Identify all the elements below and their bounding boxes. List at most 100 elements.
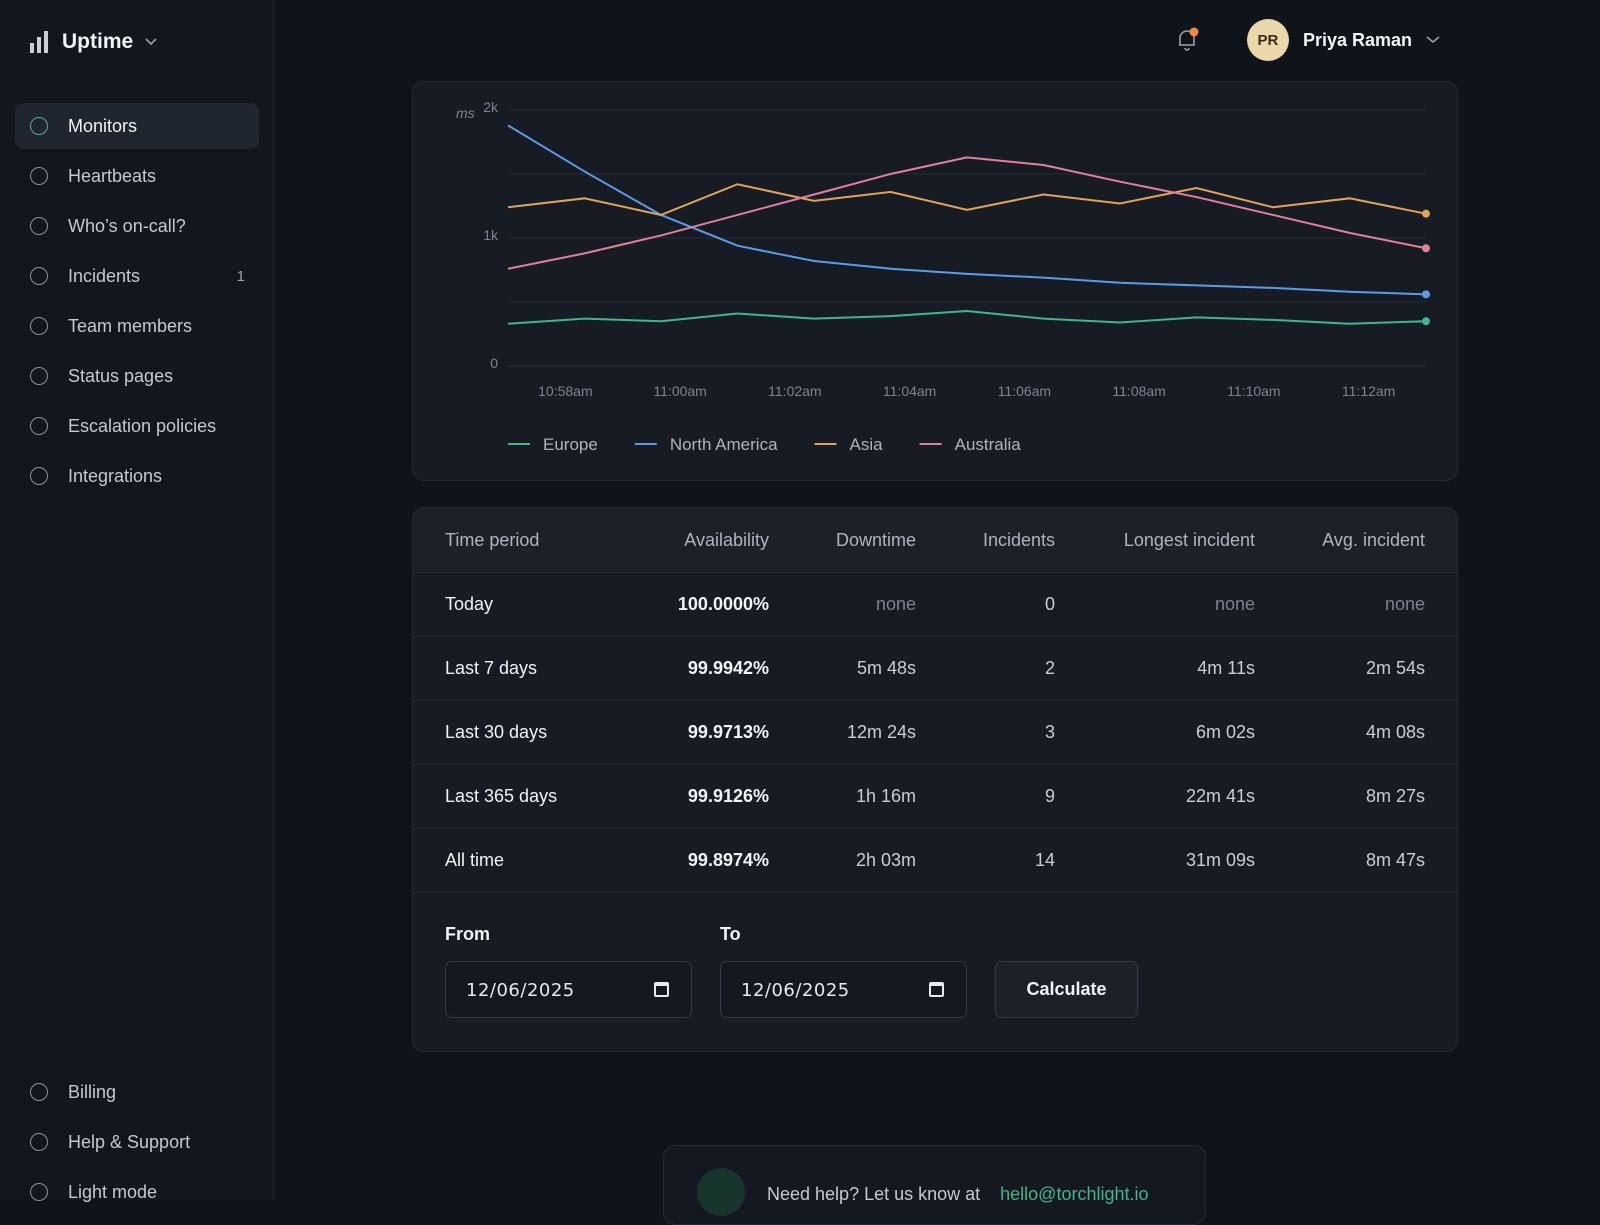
to-label: To: [720, 924, 741, 944]
nav-item[interactable]: Status pages: [15, 353, 259, 399]
table-cell: 4m 11s: [1197, 658, 1255, 678]
nav-item[interactable]: Team members: [15, 303, 259, 349]
table-row: All time 99.8974% 2h 03m 14 31m 09s 8m 47s: [413, 829, 1457, 893]
table-cell: none: [1214, 594, 1255, 614]
column-header: Downtime: [835, 529, 916, 550]
nav-label: Billing: [68, 1081, 117, 1102]
x-tick-label: 11:06am: [998, 383, 1051, 399]
brand[interactable]: Uptime: [30, 30, 157, 54]
from-label: From: [445, 924, 490, 944]
nav-label: Heartbeats: [68, 165, 157, 186]
help-email[interactable]: hello@torchlight.io: [1000, 1184, 1149, 1204]
table-cell: 6m 02s: [1195, 722, 1255, 742]
nav-item[interactable]: Incidents 1: [15, 253, 259, 299]
table-cell: 8m 47s: [1365, 850, 1425, 870]
table-cell: 4m 08s: [1365, 722, 1425, 742]
nav-icon: [30, 1183, 48, 1201]
page: Uptime Monitors Heartbeats Who’s on-call? I…: [0, 0, 1458, 1225]
nav-label: Team members: [68, 315, 193, 336]
nav-item[interactable]: Monitors: [15, 103, 259, 149]
table-cell: 8m 27s: [1365, 786, 1425, 806]
nav-icon: [30, 317, 48, 335]
table-cell: Last 7 days: [445, 658, 538, 678]
bell[interactable]: [1175, 27, 1199, 53]
nav-label: Escalation policies: [68, 415, 217, 436]
end-point: [1422, 290, 1430, 299]
nav-label: Help & Support: [68, 1131, 191, 1152]
legend-label: North America: [670, 435, 778, 454]
end-point: [1422, 244, 1430, 253]
calculate-button[interactable]: Calculate: [995, 961, 1138, 1018]
nav-item[interactable]: Escalation policies: [15, 403, 259, 449]
x-tick-label: 11:08am: [1112, 383, 1165, 399]
table-cell: none: [1384, 594, 1425, 614]
table-row: Today 100.0000% none 0 none none: [413, 573, 1457, 637]
table-row: Last 30 days 99.9713% 12m 24s 3 6m 02s 4m 08s: [413, 701, 1457, 765]
nav-icon: [30, 1133, 48, 1151]
table-cell: 0: [1044, 594, 1055, 614]
table-row: Last 365 days 99.9126% 1h 16m 9 22m 41s 8m 27…: [413, 765, 1457, 829]
nav-label: Who’s on-call?: [68, 215, 186, 236]
chevron: [145, 38, 157, 46]
column-header: Incidents: [982, 529, 1055, 550]
end-point: [1422, 317, 1430, 326]
table-cell: 99.9126%: [687, 786, 769, 806]
y-tick-label: 0: [490, 355, 498, 371]
table-cell: All time: [445, 850, 505, 870]
nav-item[interactable]: Integrations: [15, 453, 259, 499]
table-cell: 2: [1044, 658, 1055, 678]
nav-item[interactable]: Heartbeats: [15, 153, 259, 199]
x-tick-label: 11:12am: [1342, 383, 1395, 399]
nav-icon: [30, 467, 48, 485]
chart: ms 0 1k 2k 10:58am 11:00am 11:02am 11:04am 11:06…: [456, 99, 1430, 454]
legend-label: Asia: [850, 435, 884, 454]
table-cell: Last 30 days: [445, 722, 548, 742]
table-cell: 9: [1044, 786, 1055, 806]
user-name[interactable]: Priya Raman: [1302, 29, 1412, 50]
table-cell: Today: [445, 594, 494, 614]
calendar-icon: [654, 982, 669, 997]
column-header: Longest incident: [1123, 529, 1255, 550]
nav-icon: [30, 417, 48, 435]
brand-icon: [30, 31, 48, 53]
table-cell: 31m 09s: [1185, 850, 1255, 870]
nav-icon: [30, 367, 48, 385]
nav-item[interactable]: Billing: [15, 1069, 259, 1115]
calendar-icon: [929, 982, 944, 997]
column-header: Time period: [445, 529, 540, 550]
header: PR Priya Raman: [1175, 18, 1440, 62]
nav-icon: [30, 217, 48, 235]
table-cell: 22m 41s: [1185, 786, 1255, 806]
table-cell: 2m 54s: [1365, 658, 1425, 678]
x-tick-label: 11:00am: [653, 383, 706, 399]
nav-item[interactable]: Help & Support: [15, 1119, 259, 1165]
sidebar: Uptime Monitors Heartbeats Who’s on-call? I…: [0, 0, 274, 1202]
nav-item[interactable]: Light mode: [15, 1169, 259, 1215]
from-input[interactable]: 12/06/2025: [445, 961, 692, 1018]
nav-label: Light mode: [68, 1181, 158, 1202]
table-cell: 99.9713%: [687, 722, 769, 742]
end-point: [1422, 209, 1430, 218]
nav-label: Incidents: [68, 265, 141, 286]
nav-label: Monitors: [68, 115, 138, 136]
nav: Monitors Heartbeats Who’s on-call? Incident…: [15, 103, 259, 503]
table-cell: 5m 48s: [856, 658, 916, 678]
nav-icon: [30, 1083, 48, 1101]
table-cell: 12m 24s: [846, 722, 916, 742]
series-line: [507, 183, 1427, 217]
brand-name: Uptime: [62, 30, 134, 53]
table-cell: 99.8974%: [687, 850, 769, 870]
from-value: 12/06/2025: [466, 980, 575, 1001]
nav-icon: [30, 167, 48, 185]
nav-item[interactable]: Who’s on-call?: [15, 203, 259, 249]
help-text: Need help? Let us know at hello@torchligh…: [767, 1184, 1149, 1205]
avatar[interactable]: PR: [1246, 19, 1289, 61]
nav-label: Integrations: [68, 465, 163, 486]
legend-label: Europe: [543, 435, 598, 454]
y-tick-label: 2k: [483, 99, 499, 115]
x-tick-label: 10:58am: [538, 383, 592, 399]
x-tick-label: 11:04am: [883, 383, 936, 399]
to-input[interactable]: 12/06/2025: [720, 961, 967, 1018]
column-header: Avg. incident: [1322, 529, 1425, 550]
y-tick-label: 1k: [483, 227, 499, 243]
